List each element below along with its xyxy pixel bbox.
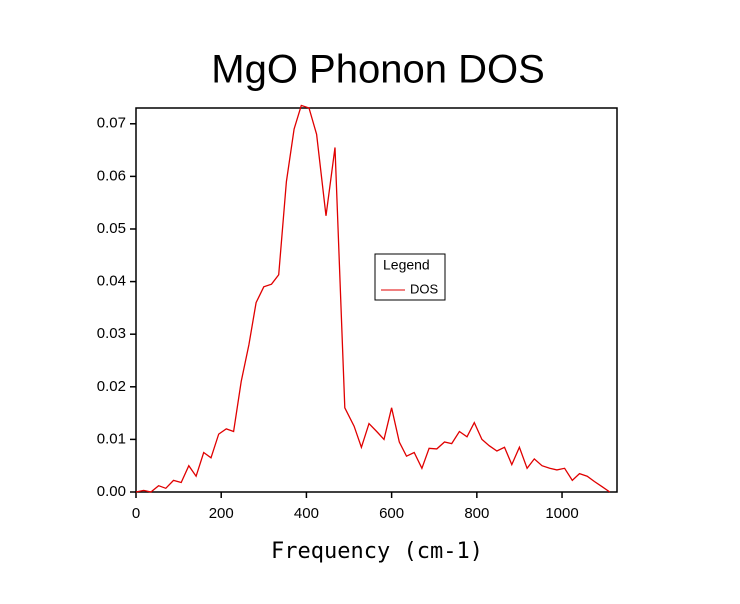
y-tick-label: 0.04 bbox=[97, 273, 126, 290]
legend-box bbox=[374, 253, 446, 301]
data-line bbox=[135, 104, 611, 493]
legend-title: Legend bbox=[383, 257, 430, 273]
legend: Legend DOS bbox=[374, 253, 446, 301]
x-tick-label: 200 bbox=[209, 505, 234, 522]
y-tick-label: 0.06 bbox=[97, 167, 126, 184]
plot-frame bbox=[135, 107, 618, 493]
y-tick-label: 0.03 bbox=[97, 325, 126, 342]
x-tick-label: 400 bbox=[294, 505, 319, 522]
x-tick-label: 800 bbox=[464, 505, 489, 522]
y-tick-label: 0.01 bbox=[97, 430, 126, 447]
y-tick-label: 0.00 bbox=[97, 483, 126, 500]
y-tick-label: 0.02 bbox=[97, 378, 126, 395]
x-tick-label: 600 bbox=[379, 505, 404, 522]
x-axis-label: Frequency (cm-1) bbox=[271, 539, 483, 564]
x-tick-label: 0 bbox=[132, 505, 140, 522]
x-tick-label: 1000 bbox=[545, 505, 578, 522]
chart-title: MgO Phonon DOS bbox=[211, 48, 545, 92]
y-tick-label: 0.05 bbox=[97, 220, 126, 237]
legend-label: DOS bbox=[410, 281, 439, 296]
y-tick-label: 0.07 bbox=[97, 115, 126, 132]
